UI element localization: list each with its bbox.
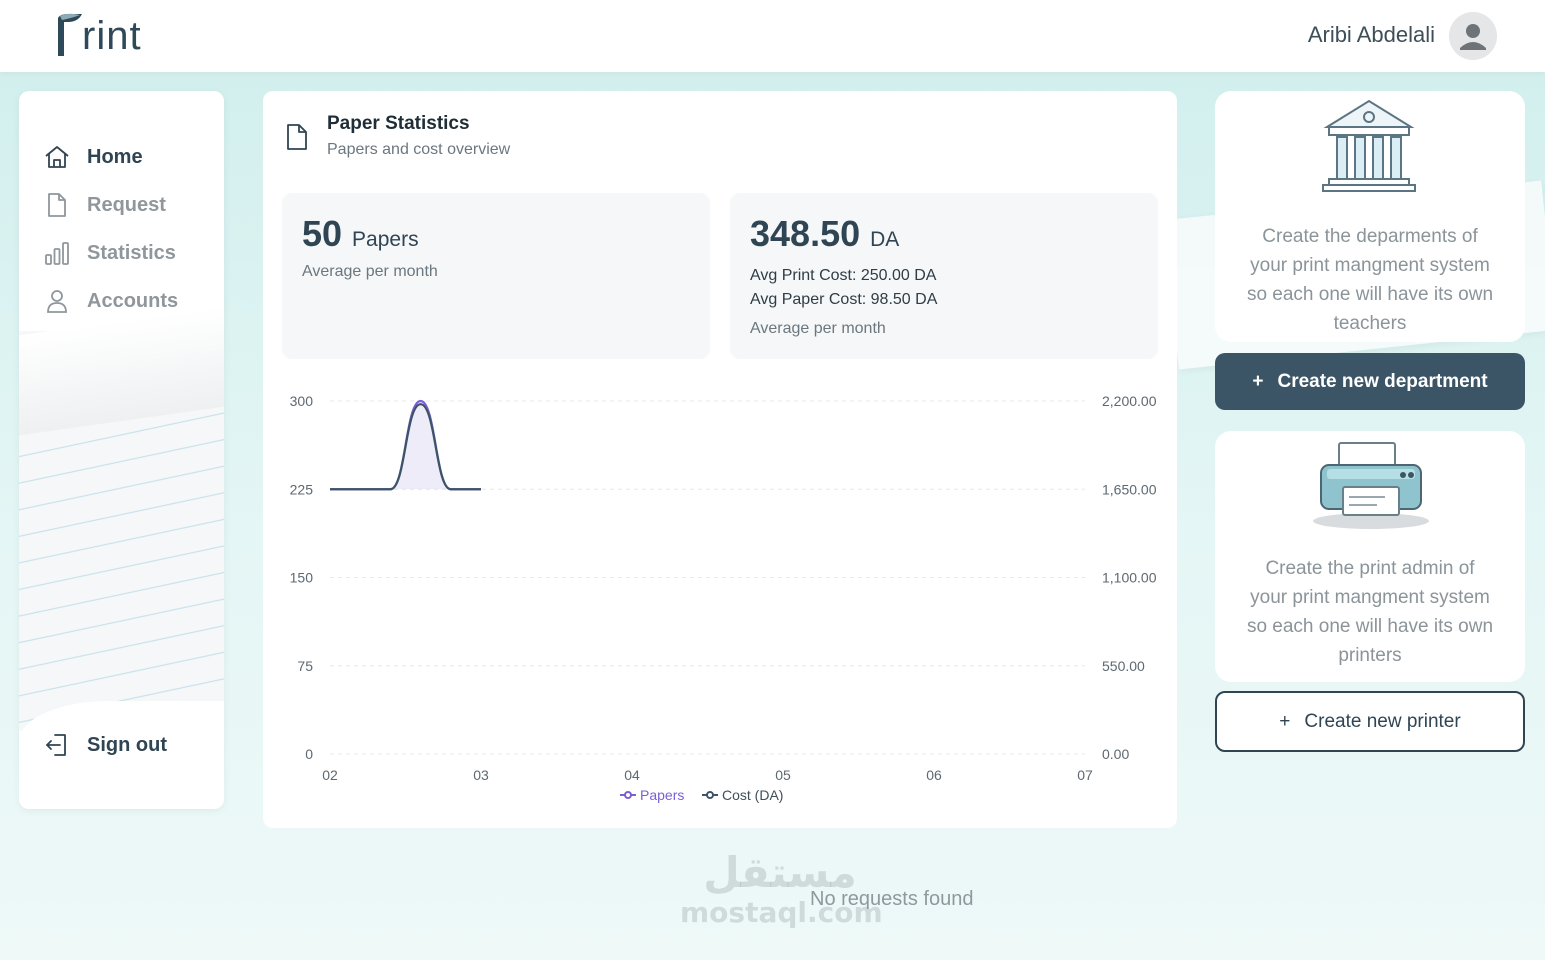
avatar[interactable] [1449, 12, 1497, 60]
sidebar-item-label: Home [87, 145, 143, 168]
user-icon [47, 290, 67, 313]
department-info-card: Create the deparments of your print mang… [1215, 91, 1525, 342]
paper-statistics-card: Paper Statistics Papers and cost overvie… [263, 91, 1177, 828]
signout-label: Sign out [87, 733, 167, 756]
legend-label: Papers [640, 787, 684, 803]
plus-icon: + [1252, 370, 1264, 392]
legend-marker-dot [624, 791, 632, 799]
create-printer-label: Create new printer [1304, 710, 1461, 732]
watermark-latin: mostaql.com [680, 896, 883, 929]
plus-icon: + [1279, 710, 1291, 732]
avg-print-cost: Avg Print Cost: 250.00 DA [750, 267, 937, 284]
sidebar-item-label: Request [87, 193, 166, 216]
printer-icon [1313, 442, 1429, 529]
sidebar-item-label: Statistics [87, 241, 176, 264]
y-right-tick-label: 550.00 [1102, 658, 1145, 674]
card-title: Paper Statistics [327, 113, 470, 134]
papers-stat-box: 50 Papers Average per month [282, 193, 710, 359]
create-printer-button[interactable]: + Create new printer [1215, 691, 1525, 752]
user-avatar-icon [1449, 12, 1497, 60]
cost-value: 348.50 [750, 213, 861, 254]
signout-icon [46, 734, 66, 756]
legend-marker-dot [706, 791, 714, 799]
app-logo[interactable]: rint [54, 12, 142, 60]
legend-label: Cost (DA) [722, 787, 783, 803]
papers-caption: Average per month [302, 263, 438, 280]
create-department-button[interactable]: + Create new department [1215, 353, 1525, 410]
sidebar-item-accounts[interactable]: Accounts [43, 277, 178, 325]
top-header: rint Aribi Abdelali [0, 0, 1545, 72]
document-icon [48, 193, 66, 217]
paper-cost-line-chart: 0 75 150 225 300 0.00 550.00 1,100.00 1,650.00 2,… [290, 393, 1157, 803]
cost-series-line [329, 403, 481, 491]
printer-info-card: Create the print admin of your print man… [1215, 431, 1525, 682]
sidebar-item-request[interactable]: Request [43, 181, 178, 229]
sidebar-item-statistics[interactable]: Statistics [43, 229, 178, 277]
home-icon [45, 146, 69, 168]
cost-caption: Average per month [750, 320, 886, 337]
no-requests-message: No requests found [810, 888, 974, 910]
sidebar: Home Request Statistics Accounts [19, 91, 224, 809]
x-tick-label: 03 [473, 767, 489, 783]
cost-unit: DA [870, 228, 900, 251]
document-icon [287, 124, 307, 150]
user-name[interactable]: Aribi Abdelali [1307, 22, 1435, 47]
x-tick-label: 04 [624, 767, 640, 783]
avg-paper-cost: Avg Paper Cost: 98.50 DA [750, 291, 938, 308]
logo-text: rint [82, 14, 142, 58]
y-right-tick-label: 0.00 [1102, 746, 1129, 762]
card-subtitle: Papers and cost overview [327, 141, 511, 158]
printer-description: Create the print admin of your print man… [1246, 558, 1494, 666]
bank-building-icon [1322, 99, 1416, 192]
bar-chart-icon [45, 242, 69, 265]
papers-unit: Papers [352, 228, 419, 251]
papers-value: 50 [302, 213, 343, 254]
y-left-tick-label: 300 [290, 393, 314, 409]
y-right-tick-label: 2,200.00 [1102, 393, 1157, 409]
mostaql-watermark: مستقل mostaql.com [680, 848, 883, 929]
signout-button[interactable]: Sign out [43, 731, 167, 759]
x-tick-label: 06 [926, 767, 942, 783]
sidebar-nav: Home Request Statistics Accounts [43, 133, 178, 325]
y-right-tick-label: 1,100.00 [1102, 570, 1157, 586]
department-description: Create the deparments of your print mang… [1246, 226, 1494, 334]
y-left-tick-label: 75 [297, 658, 313, 674]
y-left-tick-label: 150 [290, 570, 314, 586]
sidebar-item-home[interactable]: Home [43, 133, 178, 181]
x-tick-label: 07 [1077, 767, 1093, 783]
y-left-tick-label: 225 [290, 481, 314, 497]
card-header: Paper Statistics Papers and cost overvie… [285, 113, 510, 159]
watermark-arabic: مستقل [703, 848, 857, 897]
x-tick-label: 02 [322, 767, 338, 783]
y-right-tick-label: 1,650.00 [1102, 481, 1157, 497]
create-department-label: Create new department [1277, 370, 1488, 392]
logo-p-icon [58, 13, 82, 56]
sidebar-paper-curl [19, 701, 224, 809]
y-left-tick-label: 0 [305, 746, 313, 762]
x-tick-label: 05 [775, 767, 791, 783]
cost-stat-box: 348.50 DA Avg Print Cost: 250.00 DA Avg … [730, 193, 1158, 359]
sidebar-item-label: Accounts [87, 289, 179, 312]
